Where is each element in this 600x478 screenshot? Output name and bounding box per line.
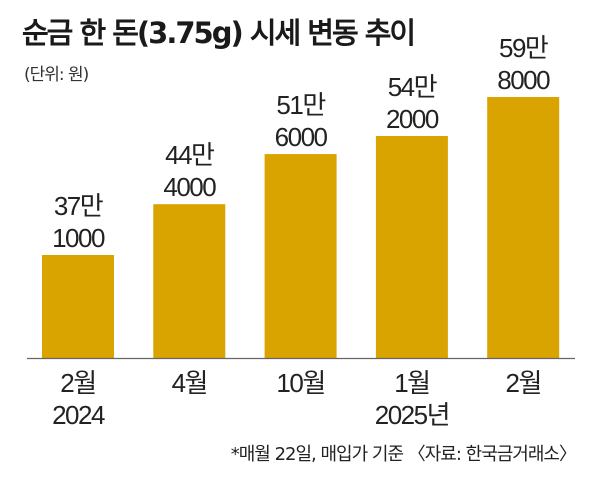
x-tick-label: 2월 [506, 368, 541, 398]
data-label: 44만 [165, 140, 214, 170]
data-label: 1000 [52, 223, 105, 253]
data-label: 2000 [386, 104, 439, 134]
chart-title: 순금 한 돈(3.75g) 시세 변동 추이 [22, 16, 416, 50]
bar [375, 135, 448, 358]
x-tick-label: 2월 [60, 368, 95, 398]
bar [153, 204, 226, 358]
x-tick-sublabel: 2024 [52, 400, 105, 430]
data-label: 59만 [499, 33, 548, 63]
unit-label: (단위: 원) [24, 65, 89, 85]
x-tick-label: 10월 [276, 368, 324, 398]
x-tick-label: 4월 [172, 368, 207, 398]
data-label: 37만 [54, 191, 103, 221]
source-note: *매월 22일, 매입가 기준 〈자료: 한국금거래소〉 [230, 444, 577, 465]
data-label: 8000 [497, 65, 550, 95]
bar [264, 154, 337, 358]
data-label: 4000 [163, 172, 216, 202]
data-label: 6000 [275, 122, 328, 152]
x-tick-sublabel: 2025년 [375, 400, 449, 430]
data-label: 54만 [388, 72, 437, 102]
bar [487, 97, 560, 358]
x-tick-label: 1월 [394, 368, 429, 398]
data-label: 51만 [276, 90, 325, 120]
bar [42, 254, 114, 358]
